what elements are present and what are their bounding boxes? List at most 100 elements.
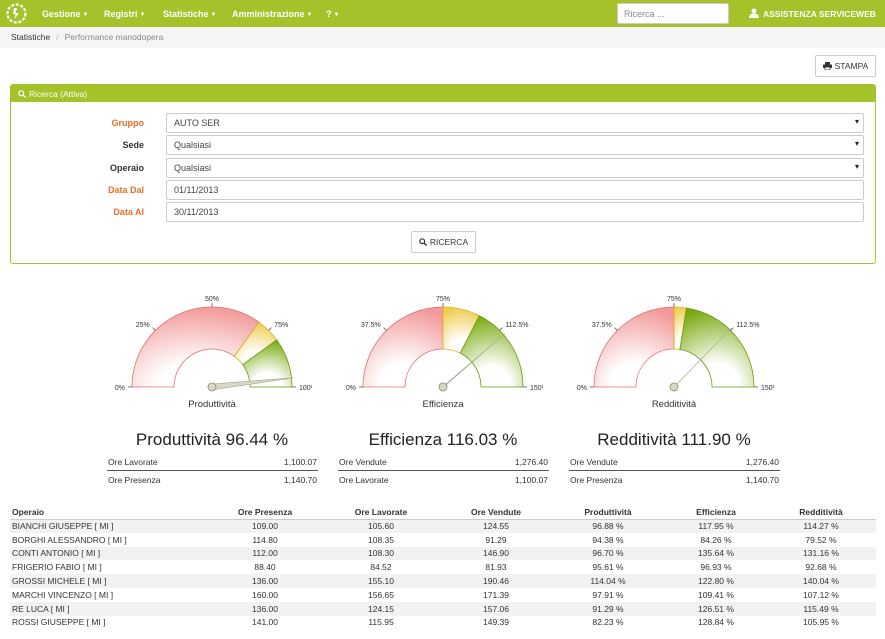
data-dal-input[interactable]: 01/11/2013 [166,180,864,200]
table-cell: 171.39 [483,589,509,600]
gruppo-select[interactable]: AUTO SER ▾ [166,113,864,133]
table-cell: 91.29 [485,534,507,545]
user-menu[interactable]: ASSISTENZA SERVICEWEB [749,8,876,19]
table-cell: 81.93 [485,562,507,573]
table-cell: 131.16 % [766,546,876,561]
table-cell: 141.00 [252,617,278,628]
produttivita-headline: Produttività 96.44 % [135,430,289,449]
table-cell: 97.91 % [592,589,624,600]
col-ore-vendute[interactable]: Ore Vendute [442,505,550,520]
nav-menu-registri[interactable]: Registri ▼ [104,9,146,19]
table-cell: 96.70 % [550,546,666,561]
cell-operaio: RE LUCA [ MI ] [10,601,210,616]
table-cell: 105.95 % [803,617,839,628]
caret-down-icon: ▼ [210,12,217,18]
search-button[interactable]: RICERCA [411,231,476,253]
gauge-tick-label: 112.5% [736,322,759,329]
operaio-label: Operaio [109,163,144,173]
gauge-produttivita: 0% 25% 50% 75% 100% Produttività [112,288,312,413]
search-icon [419,238,427,246]
col-ore-lavorate[interactable]: Ore Lavorate [320,505,442,520]
table-cell: 114.80 [252,534,278,545]
table-row[interactable]: FRIGERIO FABIO [ MI ] 88.40 84.52 81.93 95.6… [10,560,876,574]
table-cell: 190.46 [442,574,550,588]
col-ore-presenza[interactable]: Ore Presenza [210,505,320,520]
table-cell: 114.04 % [550,574,666,588]
table-cell: 107.12 % [803,589,839,600]
breadcrumb-statistiche[interactable]: Statistiche [11,32,51,42]
caret-down-icon: ▼ [306,12,313,18]
table-cell: 124.15 [320,601,442,616]
summary-row: Ore Lavorate 1,100.07 [339,474,548,485]
gauge-efficienza-svg: 0% 37.5% 75% 112.5% 150% [346,296,543,392]
summary-row: Ore Vendute 1,276.40 [338,454,549,471]
table-row[interactable]: BORGHI ALESSANDRO [ MI ] 114.80 108.35 91.2… [10,533,876,547]
gauge-tick-label: 0% [115,385,125,392]
operaio-select[interactable]: Qualsiasi ▾ [166,158,864,178]
table-cell: 136.00 [210,601,320,616]
produttivita-summary: Ore Lavorate 1,100.07 Ore Presenza 1,140.7… [107,454,318,488]
table-cell: 94.38 % [592,534,624,545]
breadcrumb-current-page: Performance manodopera [64,32,164,42]
table-cell: 95.61 % [592,562,624,573]
performance-table: Operaio Ore Presenza Ore Lavorate Ore Ve… [10,505,876,629]
gauge-tick [730,327,734,331]
app-logo-icon[interactable] [6,3,27,24]
col-produttivita[interactable]: Produttività [550,505,666,520]
summary-row: Ore Lavorate 1,100.07 [107,454,318,471]
table-cell: 96.93 % [700,562,732,573]
user-icon [749,8,759,18]
table-cell: 128.84 % [698,617,734,628]
nav-menu-help[interactable]: ? ▼ [326,9,340,19]
data-dal-label: Data Dal [107,185,144,195]
gauge-tick-label: 150% [761,385,774,392]
gruppo-label: Gruppo [111,118,145,128]
cell-operaio: BIANCHI GIUSEPPE [ MI ] [10,519,210,533]
global-search-input[interactable] [617,3,729,24]
gauge-produttivita-svg: 0% 25% 50% 75% 100% [115,296,312,392]
print-button[interactable]: STAMPA [815,55,876,77]
table-row[interactable]: RE LUCA [ MI ] 136.00 124.15 157.06 91.29 % 1… [10,601,876,616]
table-row[interactable]: GROSSI MICHELE [ MI ] 136.00 155.10 190.46 1… [10,574,876,588]
table-cell: 108.30 [320,546,442,561]
table-row[interactable]: CONTI ANTONIO [ MI ] 112.00 108.30 146.90 96… [10,546,876,561]
gauge-band-red [362,306,444,388]
cell-operaio: BORGHI ALESSANDRO [ MI ] [12,534,127,545]
gauge-tick-label: 37.5% [592,322,612,329]
nav-menu-statistiche[interactable]: Statistiche ▼ [163,9,217,19]
col-efficienza[interactable]: Efficienza [666,505,766,520]
table-row[interactable]: BIANCHI GIUSEPPE [ MI ] 109.00 105.60 124.5… [10,519,876,533]
table-cell: 140.04 % [766,574,876,588]
gauge-produttivita-title: Produttività [188,399,236,410]
gauge-tick-label: 112.5% [505,322,528,329]
select-caret-icon: ▾ [854,117,859,126]
table-cell: 115.95 [368,617,394,628]
efficienza-summary: Ore Vendute 1,276.40 Ore Lavorate 1,100.07 [338,454,549,488]
printer-icon [822,62,832,70]
redditivita-summary: Ore Vendute 1,276.40 Ore Presenza 1,140.70 [569,454,780,488]
table-row[interactable]: MARCHI VINCENZO [ MI ] 160.00 156.65 171.39… [10,588,876,602]
top-navbar: Gestione ▼ Registri ▼ Statistiche ▼ Amminis… [0,0,885,27]
col-redditivita[interactable]: Redditività [766,505,876,520]
gauge-tick-label: 0% [577,385,587,392]
gauge-tick-label: 0% [346,385,356,392]
table-cell: 91.29 % [550,601,666,616]
data-al-label: Data Al [113,207,144,217]
data-al-input[interactable]: 30/11/2013 [166,202,864,222]
cell-operaio: CONTI ANTONIO [ MI ] [10,546,210,561]
search-icon [18,89,26,98]
nav-menu-gestione[interactable]: Gestione ▼ [42,9,89,19]
nav-menu-amministrazione[interactable]: Amministrazione ▼ [232,9,313,19]
table-cell: 109.00 [210,519,320,533]
table-body: BIANCHI GIUSEPPE [ MI ] 109.00 105.60 124.5… [10,519,876,629]
col-operaio[interactable]: Operaio [10,505,210,520]
search-panel: Ricerca (Attiva) [10,84,876,264]
table-row[interactable]: ROSSI GIUSEPPE [ MI ] 141.00 115.95 149.39 8… [10,616,876,630]
search-panel-heading[interactable]: Ricerca (Attiva) [11,85,875,102]
table-cell: 156.65 [368,589,394,600]
summary-row: Ore Presenza 1,140.70 [108,474,317,485]
table-cell: 122.80 % [666,574,766,588]
table-cell: 160.00 [252,589,278,600]
table-header-row: Operaio Ore Presenza Ore Lavorate Ore Ve… [10,505,876,520]
sede-select[interactable]: Qualsiasi ▾ [166,135,864,155]
